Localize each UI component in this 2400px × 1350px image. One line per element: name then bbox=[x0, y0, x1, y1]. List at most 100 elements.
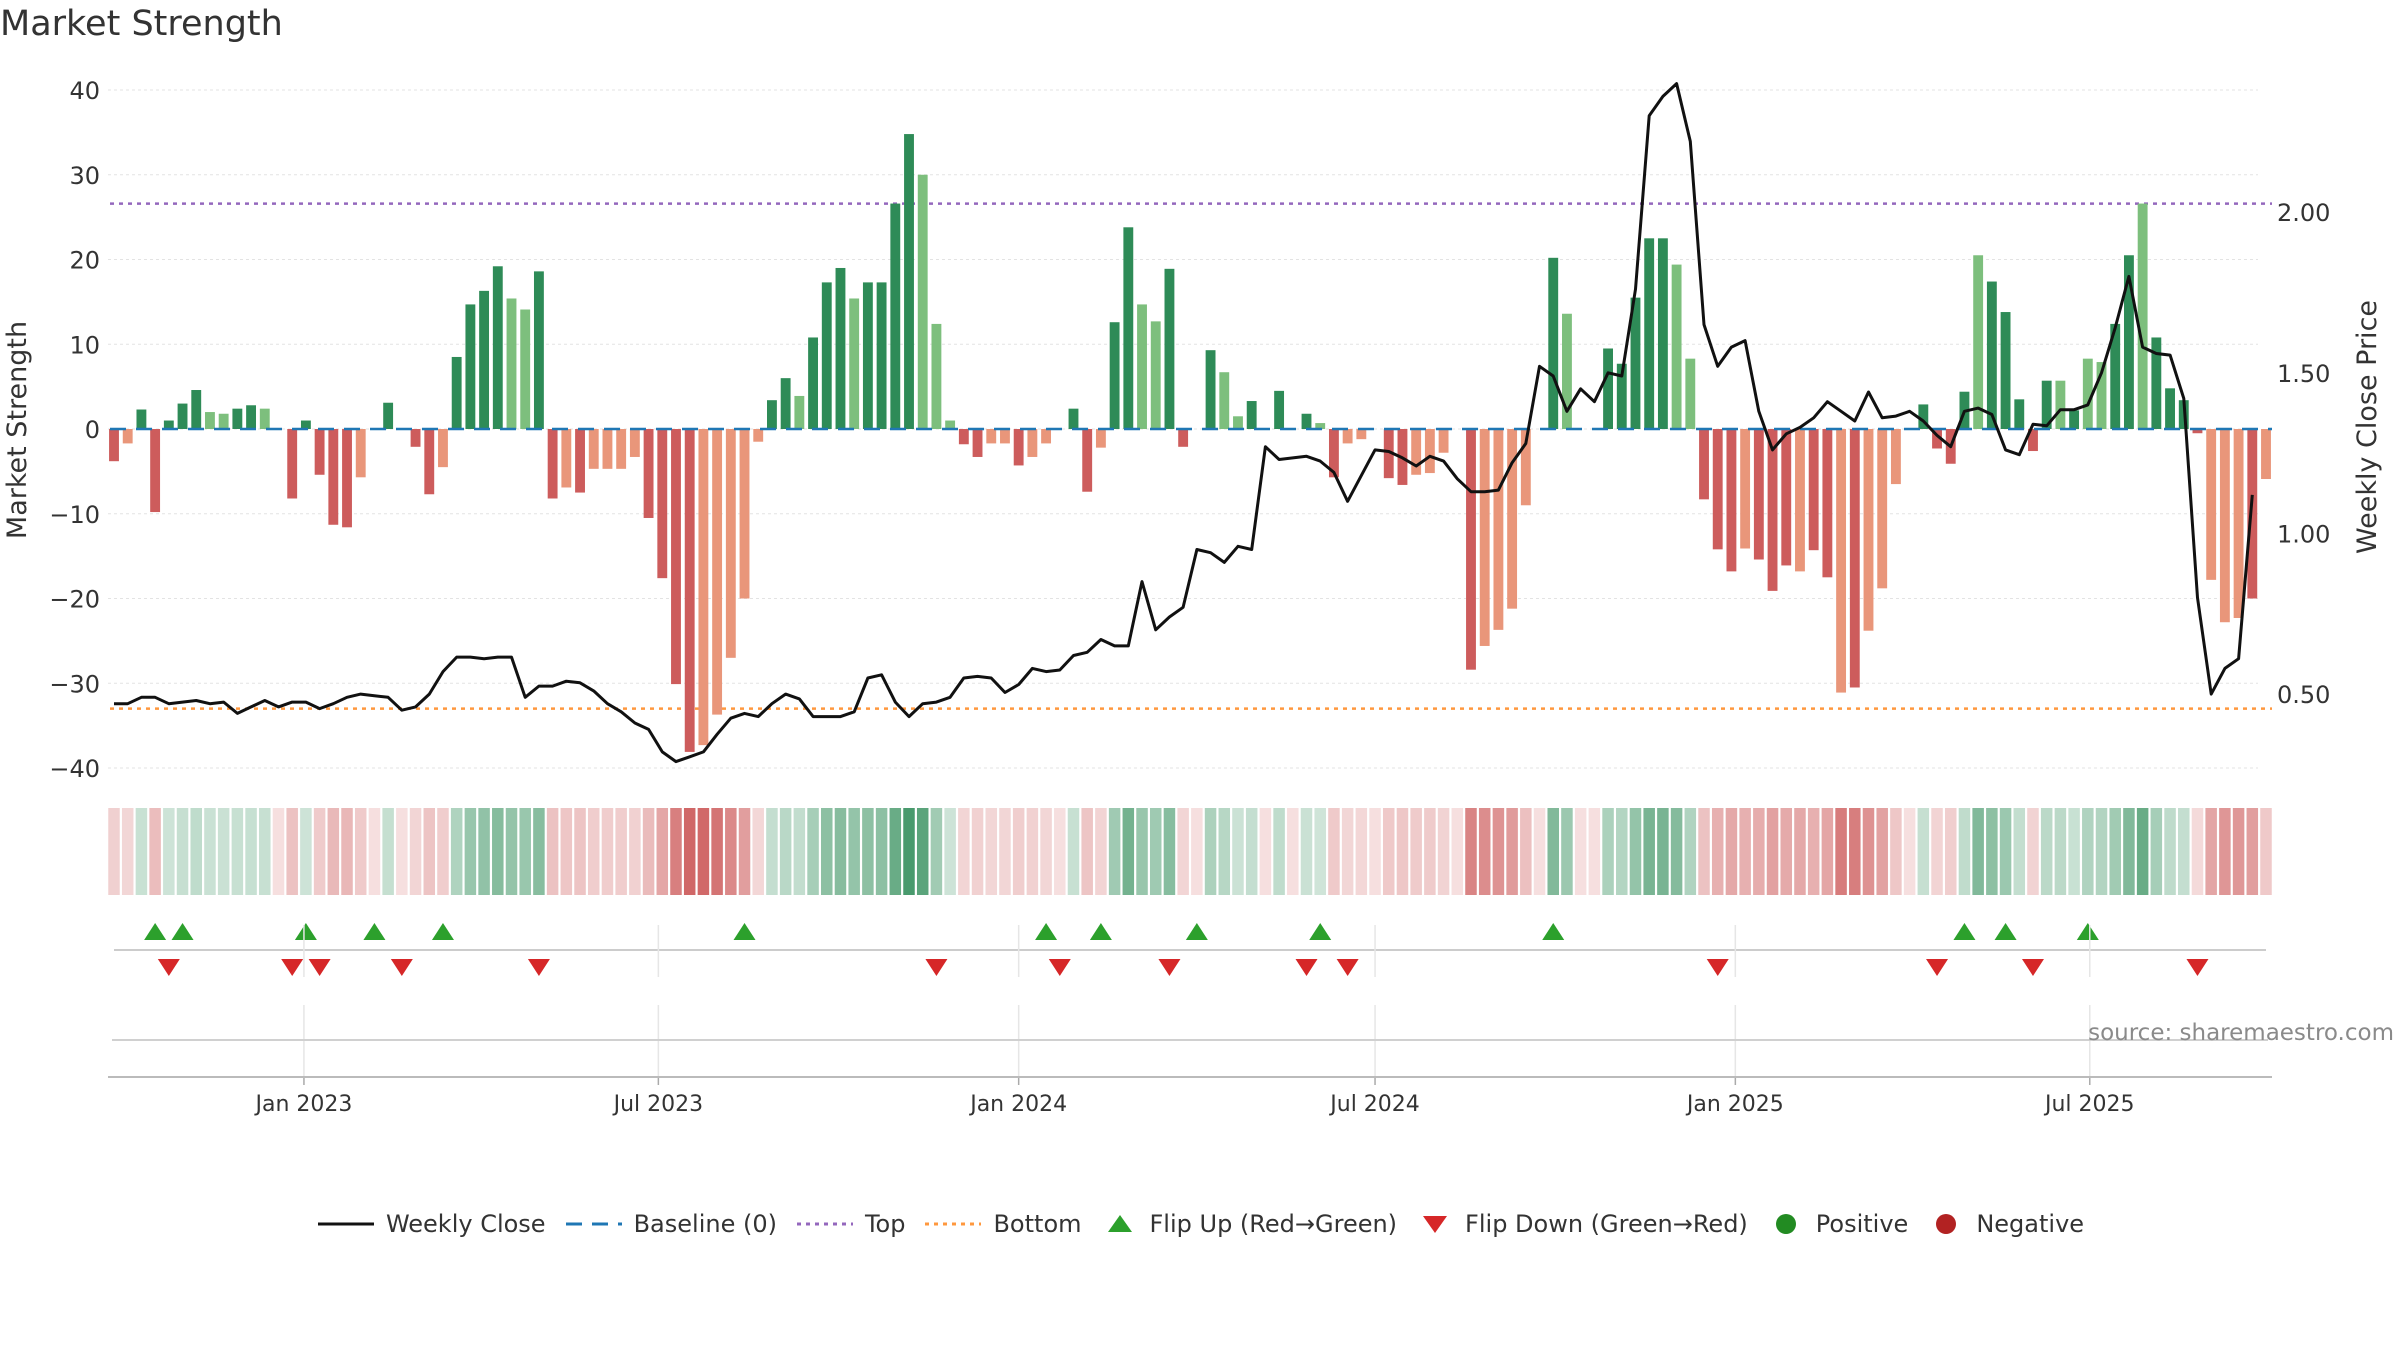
strip-cell bbox=[2150, 808, 2163, 895]
strip-cell bbox=[779, 808, 792, 895]
flip-up-marker bbox=[144, 923, 167, 940]
strip-cell bbox=[2191, 808, 2204, 895]
y-tick-label: −30 bbox=[49, 670, 100, 698]
strength-bar bbox=[1630, 297, 1641, 429]
strip-cell bbox=[1478, 808, 1491, 895]
strength-bar bbox=[2219, 429, 2230, 623]
strength-bar bbox=[547, 429, 558, 499]
strip-cell bbox=[1780, 808, 1793, 895]
strength-bar bbox=[232, 408, 243, 429]
strength-bar bbox=[479, 290, 490, 429]
strip-cell bbox=[574, 808, 586, 895]
strength-bar bbox=[698, 429, 709, 746]
strip-cell bbox=[1931, 808, 1943, 895]
flip-down-marker bbox=[390, 959, 413, 976]
strength-bar bbox=[767, 400, 777, 429]
y-tick-label: −20 bbox=[49, 586, 100, 614]
strength-bar bbox=[684, 429, 695, 752]
strength-bar bbox=[739, 429, 750, 599]
strip-cell bbox=[1163, 808, 1176, 895]
strip-cell bbox=[1876, 808, 1888, 895]
strength-bar bbox=[122, 429, 133, 444]
strip-cell bbox=[1739, 808, 1751, 895]
strip-cell bbox=[2068, 808, 2080, 895]
flip-up-marker bbox=[431, 923, 454, 940]
strength-bar bbox=[1219, 372, 1230, 429]
strip-cell bbox=[231, 808, 244, 895]
strip-cell bbox=[1890, 808, 1902, 895]
flip-up-marker bbox=[1089, 923, 1112, 940]
flip-up-marker bbox=[1953, 923, 1976, 940]
y2-axis-label: Weekly Close Price bbox=[2352, 300, 2383, 554]
strength-bar bbox=[2123, 255, 2134, 429]
strength-bar bbox=[1493, 429, 1504, 630]
strip-cell bbox=[930, 808, 943, 895]
strength-bar bbox=[1918, 404, 1929, 429]
strip-cell bbox=[176, 808, 189, 895]
strip-cell bbox=[135, 808, 148, 895]
strip-cell bbox=[245, 808, 257, 895]
legend-item-flipup: Flip Up (Red→Green) bbox=[1100, 1210, 1397, 1238]
strip-cell bbox=[286, 808, 298, 895]
strength-bar bbox=[1548, 257, 1559, 429]
strip-cell bbox=[1067, 808, 1080, 895]
strength-bar bbox=[712, 429, 723, 715]
strength-bar bbox=[355, 429, 366, 478]
legend-item-close: Weekly Close bbox=[316, 1210, 546, 1238]
strength-bar bbox=[314, 429, 325, 475]
strength-bar bbox=[1507, 429, 1518, 609]
strength-bar bbox=[725, 429, 736, 658]
strength-bar bbox=[1877, 429, 1888, 589]
strength-bar bbox=[1753, 429, 1764, 560]
strip-cell bbox=[1204, 808, 1217, 895]
strength-bar bbox=[1890, 429, 1901, 485]
strength-bar bbox=[383, 402, 394, 429]
strength-bar bbox=[1383, 429, 1394, 479]
strip-cell bbox=[1616, 808, 1628, 895]
strength-bar bbox=[1411, 429, 1422, 475]
strength-bar bbox=[191, 390, 202, 429]
flip-up-marker bbox=[1185, 923, 1208, 940]
strength-bar bbox=[218, 413, 229, 429]
y-tick-label: 20 bbox=[69, 247, 100, 275]
strip-cell bbox=[1136, 808, 1148, 895]
strength-bar bbox=[1027, 429, 1038, 457]
strip-cell bbox=[587, 808, 600, 895]
strip-cell bbox=[437, 808, 449, 895]
strip-cell bbox=[368, 808, 381, 895]
strip-cell bbox=[217, 808, 230, 895]
strip-cell bbox=[505, 808, 518, 895]
strip-cell bbox=[2219, 808, 2231, 895]
legend-label-top: Top bbox=[864, 1210, 906, 1238]
strip-cell bbox=[670, 808, 682, 895]
strength-bar bbox=[794, 395, 805, 429]
strip-cell bbox=[793, 808, 806, 895]
strength-bar bbox=[410, 429, 421, 447]
strip-cell bbox=[752, 808, 764, 895]
strip-cell bbox=[1245, 808, 1258, 895]
strength-bar bbox=[1849, 429, 1860, 688]
strip-cell bbox=[1382, 808, 1395, 895]
strength-bar bbox=[150, 429, 161, 513]
strip-cell bbox=[121, 808, 134, 895]
strip-cell bbox=[683, 808, 696, 895]
source-note: source: sharemaestro.com bbox=[2088, 1020, 2394, 1046]
strength-bar bbox=[616, 429, 627, 469]
strip-cell bbox=[601, 808, 614, 895]
strip-cell bbox=[533, 808, 545, 895]
strip-cell bbox=[903, 808, 915, 895]
y2-tick-label: 1.50 bbox=[2277, 360, 2330, 388]
weekly-close-line bbox=[114, 82, 2254, 764]
strength-bar bbox=[205, 412, 215, 429]
strip-cell bbox=[1547, 808, 1559, 895]
strength-bar bbox=[1685, 358, 1696, 429]
strip-cell bbox=[1232, 808, 1244, 895]
strip-cell bbox=[1753, 808, 1765, 895]
strip-cell bbox=[546, 808, 559, 895]
strip-cell bbox=[327, 808, 340, 895]
strength-bar bbox=[1315, 423, 1326, 429]
strip-cell bbox=[1191, 808, 1203, 895]
strength-bar bbox=[2069, 410, 2080, 429]
strip-cell bbox=[862, 808, 874, 895]
strength-bar bbox=[1603, 348, 1613, 429]
